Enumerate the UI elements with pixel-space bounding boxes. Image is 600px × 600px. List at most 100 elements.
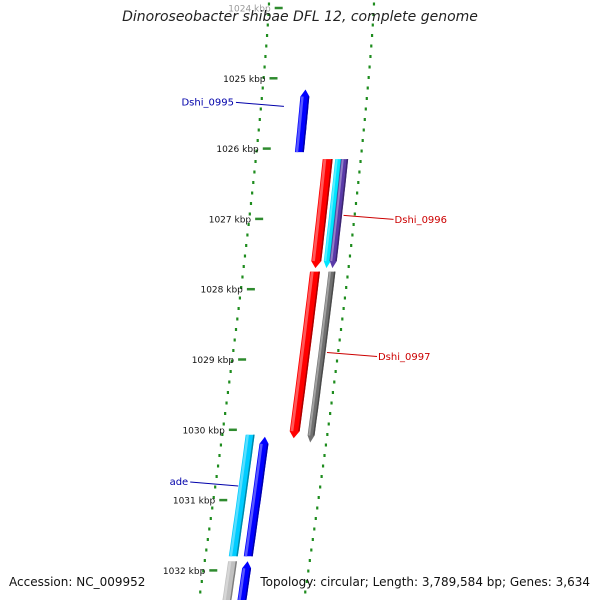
guide-dot — [236, 317, 239, 321]
gene-feature[interactable] — [329, 158, 349, 269]
gene-feature[interactable] — [243, 436, 269, 557]
guide-dot — [360, 149, 363, 153]
gene-label[interactable]: Dshi_0996 — [343, 214, 447, 226]
guide-dot — [333, 380, 336, 384]
guide-dot — [307, 569, 310, 573]
guide-dot — [369, 55, 372, 58]
guide-dot — [238, 296, 242, 300]
guide-dot — [321, 464, 325, 468]
guide-dot — [323, 454, 326, 457]
gene-feature[interactable] — [307, 271, 336, 443]
gene-highlight — [244, 443, 263, 557]
gene-label-text[interactable]: Dshi_0995 — [181, 97, 233, 108]
guide-dot — [335, 359, 339, 363]
guide-dot — [366, 86, 369, 90]
gene-feature[interactable] — [228, 434, 255, 557]
gene-label-leader — [343, 214, 394, 220]
gene-feature[interactable] — [289, 271, 320, 439]
guide-dot — [310, 548, 313, 552]
guide-dot — [370, 34, 374, 37]
guide-dot — [246, 233, 249, 237]
guide-dot — [267, 2, 271, 6]
guide-dot — [352, 223, 355, 226]
gene-feature[interactable] — [294, 89, 310, 153]
guide-dot — [326, 433, 329, 436]
guide-dot — [219, 443, 223, 447]
guide-dot — [215, 475, 218, 478]
guide-dot — [264, 55, 267, 58]
guide-dot — [351, 233, 354, 237]
gene-shadow-edge — [251, 443, 269, 557]
guide-dot — [330, 401, 333, 405]
guide-dot — [317, 496, 320, 499]
kbp-tick-label: 1026 kbp — [216, 145, 259, 155]
guide-dot — [248, 212, 251, 216]
gene-label[interactable]: Dshi_0995 — [181, 97, 284, 108]
gene-feature[interactable] — [221, 561, 238, 600]
guide-dot — [359, 160, 362, 163]
gene-label-text[interactable]: ade — [170, 477, 189, 488]
kbp-tick-label: 1029 kbp — [192, 356, 235, 366]
guide-dot — [209, 517, 212, 520]
guide-dot — [253, 170, 256, 174]
gene-highlight — [330, 158, 344, 262]
gene-feature[interactable] — [311, 158, 333, 269]
guide-dot — [372, 13, 375, 16]
gene-shadow-edge — [244, 568, 251, 600]
guide-dot — [203, 559, 206, 562]
gene-label[interactable]: ade — [170, 477, 239, 488]
guide-dot — [372, 2, 376, 6]
guide-dot — [237, 307, 240, 310]
kbp-tick-label: 1025 kbp — [223, 75, 266, 85]
guide-dot — [358, 170, 361, 174]
gene-label-leader — [326, 351, 378, 357]
gene-label-text[interactable]: Dshi_0996 — [395, 215, 447, 226]
gene-shadow-edge — [236, 434, 255, 557]
guide-dot — [247, 223, 250, 226]
guide-dot — [348, 254, 352, 258]
guide-dot — [221, 433, 224, 436]
guide-dot — [267, 13, 270, 16]
kbp-tick-label: 1031 kbp — [173, 497, 216, 507]
guide-dot — [254, 160, 257, 163]
gene-label[interactable]: Dshi_0997 — [326, 351, 430, 363]
guide-dot — [233, 338, 236, 342]
kbp-tick-label: 1032 kbp — [163, 567, 206, 577]
guide-dot — [364, 107, 367, 111]
guide-dot — [218, 454, 221, 457]
gene-shadow-edge — [302, 96, 310, 153]
gene-features[interactable] — [221, 89, 349, 600]
gene-label-text[interactable]: Dshi_0997 — [378, 352, 430, 363]
guide-dot — [205, 548, 208, 552]
guide-dot — [255, 149, 258, 153]
guide-dot — [245, 244, 248, 247]
kbp-tick-label: 1030 kbp — [182, 426, 225, 436]
guide-dot — [212, 496, 215, 499]
gene-highlight — [312, 158, 327, 262]
guide-dot — [370, 44, 373, 48]
guide-dot — [363, 118, 366, 121]
guide-dot — [305, 580, 308, 583]
kbp-tick-label: 1028 kbp — [200, 286, 243, 296]
guide-dot — [208, 527, 211, 531]
guide-dot — [338, 338, 341, 342]
guide-dot — [320, 475, 323, 478]
guide-dot — [226, 391, 230, 394]
guide-dot — [232, 349, 235, 352]
guide-dot — [199, 590, 202, 594]
gene-feature[interactable] — [236, 561, 252, 600]
accession-text: Accession: NC_009952 — [9, 575, 146, 589]
gene-shadow-edge — [229, 561, 237, 600]
guide-dot — [311, 538, 314, 541]
guide-dot — [234, 328, 238, 331]
guide-dot — [257, 128, 260, 132]
guide-dot — [263, 65, 266, 69]
guide-dot — [241, 275, 244, 279]
guide-dot — [362, 128, 365, 132]
guide-dot — [249, 202, 253, 205]
kbp-tick-label: 1024 kbp — [228, 5, 271, 15]
guide-dot — [329, 412, 332, 415]
guide-dot — [345, 286, 348, 289]
